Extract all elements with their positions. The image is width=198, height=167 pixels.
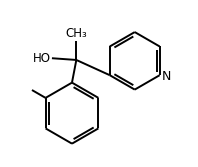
Text: CH₃: CH₃ (66, 27, 87, 40)
Text: N: N (161, 70, 171, 83)
Text: HO: HO (33, 52, 51, 65)
